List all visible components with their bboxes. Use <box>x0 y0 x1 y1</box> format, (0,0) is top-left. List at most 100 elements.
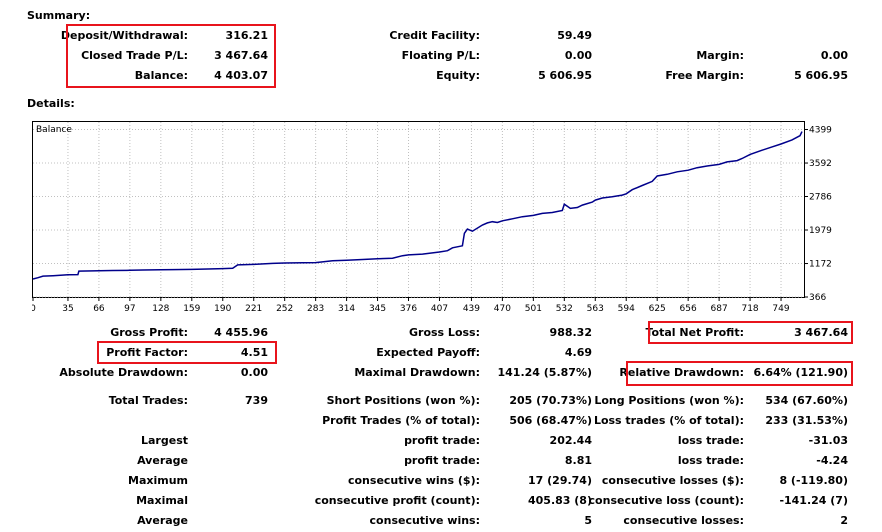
chart-ticks: 0 35 66 97 128 159 190 221 252 283 314 345 376 407 439… <box>32 126 832 314</box>
maximum-label: Maximum <box>128 474 188 487</box>
average-profit-value: 8.81 <box>564 454 592 467</box>
x-tick-label: 439 <box>463 304 480 314</box>
gross-profit-value: 4 455.96 <box>214 326 268 339</box>
loss-trades-label: Loss trades (% of total): <box>593 414 744 427</box>
maximal-consecutive-loss-value: -141.24 (7) <box>779 494 848 507</box>
balance-chart: 0 35 66 97 128 159 190 221 252 283 314 345 376 407 439… <box>32 121 832 314</box>
gross-loss-label: Gross Loss: <box>409 326 480 339</box>
short-positions-value: 205 (70.73%) <box>509 394 592 407</box>
y-tick-label: 1979 <box>809 226 832 236</box>
x-tick-label: 0 <box>32 304 36 314</box>
avg-consecutive-losses-value: 2 <box>840 514 848 527</box>
total-trades-value: 739 <box>245 394 268 407</box>
balance-value: 4 403.07 <box>214 69 268 82</box>
x-tick-label: 501 <box>525 304 542 314</box>
equity-label: Equity: <box>436 69 480 82</box>
maximal-label: Maximal <box>136 494 188 507</box>
average-loss-value: -4.24 <box>816 454 848 467</box>
largest-loss-label: loss trade: <box>677 434 744 447</box>
balance-series-line <box>32 131 803 280</box>
profit-trades-label: Profit Trades (% of total): <box>322 414 480 427</box>
long-positions-label: Long Positions (won %): <box>594 394 744 407</box>
maximal-consecutive-loss-label: consecutive loss (count): <box>588 494 744 507</box>
average-profit-label: profit trade: <box>404 454 480 467</box>
maximal-consecutive-profit-label: consecutive profit (count): <box>314 494 480 507</box>
maximal-drawdown-value: 141.24 (5.87%) <box>497 366 593 379</box>
margin-label: Margin: <box>696 49 744 62</box>
y-tick-label: 2786 <box>809 193 832 203</box>
x-tick-label: 594 <box>618 304 635 314</box>
largest-label: Largest <box>141 434 188 447</box>
profit-factor-value: 4.51 <box>240 346 268 359</box>
total-net-profit-value: 3 467.64 <box>794 326 848 339</box>
total-net-profit-highlight <box>648 321 853 344</box>
long-positions-value: 534 (67.60%) <box>765 394 848 407</box>
deposit-value: 316.21 <box>225 29 268 42</box>
gross-profit-label: Gross Profit: <box>110 326 188 339</box>
chart-grid <box>33 122 804 298</box>
largest-profit-value: 202.44 <box>549 434 592 447</box>
x-tick-label: 252 <box>276 304 293 314</box>
x-tick-label: 66 <box>93 304 105 314</box>
x-tick-label: 314 <box>338 304 355 314</box>
relative-drawdown-label: Relative Drawdown: <box>619 366 744 379</box>
expected-payoff-label: Expected Payoff: <box>376 346 480 359</box>
x-tick-label: 718 <box>741 304 758 314</box>
floating-label: Floating P/L: <box>401 49 480 62</box>
closed-pl-value: 3 467.64 <box>214 49 268 62</box>
avg-consecutive-wins-value: 5 <box>584 514 592 527</box>
gross-loss-value: 988.32 <box>549 326 592 339</box>
loss-trades-value: 233 (31.53%) <box>765 414 848 427</box>
avg-consecutive-wins-label: consecutive wins: <box>369 514 480 527</box>
x-tick-label: 221 <box>245 304 262 314</box>
credit-label: Credit Facility: <box>389 29 480 42</box>
x-tick-label: 159 <box>183 304 200 314</box>
max-consecutive-wins-value: 17 (29.74) <box>528 474 592 487</box>
x-tick-label: 345 <box>369 304 386 314</box>
deposit-label: Deposit/Withdrawal: <box>60 29 188 42</box>
largest-profit-label: profit trade: <box>404 434 480 447</box>
chart-title: Balance <box>36 125 72 135</box>
average-label: Average <box>137 454 188 467</box>
relative-drawdown-value: 6.64% (121.90) <box>753 366 849 379</box>
x-tick-label: 190 <box>214 304 231 314</box>
summary-highlight-box <box>66 24 276 88</box>
x-tick-label: 128 <box>152 304 169 314</box>
relative-drawdown-highlight <box>626 361 853 386</box>
free-margin-label: Free Margin: <box>665 69 744 82</box>
x-tick-label: 97 <box>124 304 135 314</box>
y-tick-label: 4399 <box>809 126 832 136</box>
average-consecutive-label: Average <box>137 514 188 527</box>
profit-trades-value: 506 (68.47%) <box>509 414 592 427</box>
floating-value: 0.00 <box>564 49 592 62</box>
maximal-drawdown-label: Maximal Drawdown: <box>354 366 480 379</box>
profit-factor-label: Profit Factor: <box>106 346 188 359</box>
x-tick-label: 532 <box>556 304 573 314</box>
total-trades-label: Total Trades: <box>108 394 188 407</box>
max-consecutive-losses-value: 8 (-119.80) <box>779 474 848 487</box>
maximal-consecutive-profit-value: 405.83 (8) <box>528 494 592 507</box>
total-net-profit-label: Total Net Profit: <box>645 326 745 339</box>
equity-value: 5 606.95 <box>538 69 592 82</box>
x-tick-label: 35 <box>62 304 73 314</box>
free-margin-value: 5 606.95 <box>794 69 848 82</box>
y-tick-label: 3592 <box>809 159 832 169</box>
x-tick-label: 283 <box>307 304 324 314</box>
x-tick-label: 563 <box>587 304 604 314</box>
max-consecutive-wins-label: consecutive wins ($): <box>347 474 480 487</box>
credit-value: 59.49 <box>557 29 592 42</box>
summary-heading: Summary: <box>27 9 91 22</box>
details-heading: Details: <box>27 97 75 110</box>
profit-factor-highlight <box>97 341 277 364</box>
x-tick-label: 625 <box>649 304 666 314</box>
y-tick-label: 1172 <box>809 260 832 270</box>
expected-payoff-value: 4.69 <box>564 346 592 359</box>
closed-pl-label: Closed Trade P/L: <box>81 49 188 62</box>
absolute-drawdown-value: 0.00 <box>240 366 268 379</box>
plot-area <box>32 121 805 298</box>
x-tick-label: 656 <box>680 304 697 314</box>
absolute-drawdown-label: Absolute Drawdown: <box>59 366 188 379</box>
largest-loss-value: -31.03 <box>808 434 848 447</box>
x-tick-label: 470 <box>494 304 511 314</box>
avg-consecutive-losses-label: consecutive losses: <box>623 514 744 527</box>
